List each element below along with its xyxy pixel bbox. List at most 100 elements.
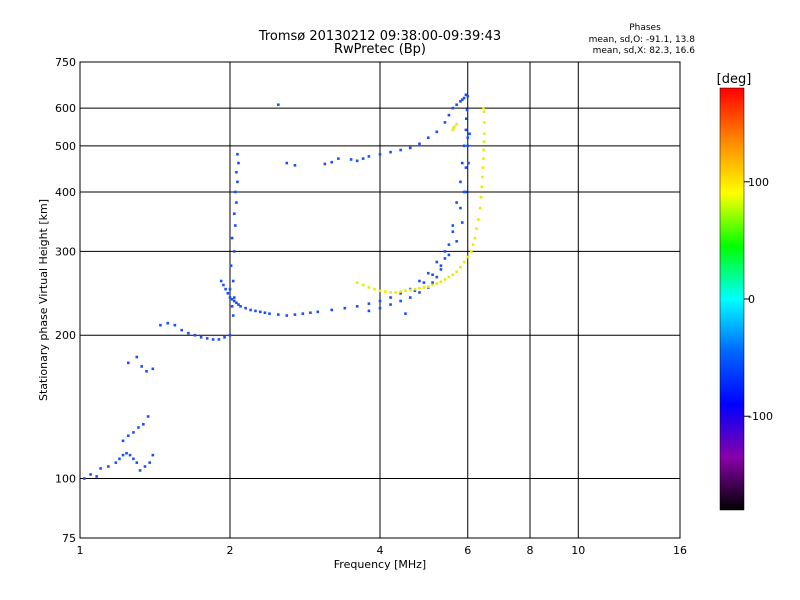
data-point-o xyxy=(464,93,468,97)
data-point-o xyxy=(418,279,421,283)
data-point-o xyxy=(230,236,234,240)
data-point-x xyxy=(367,286,371,289)
data-point-x xyxy=(482,148,486,152)
data-point-o xyxy=(367,155,371,158)
data-point-o xyxy=(231,314,235,317)
y-tick-label: 300 xyxy=(55,245,76,258)
y-tick-label: 600 xyxy=(55,102,76,115)
data-point-o xyxy=(114,461,118,464)
data-point-x xyxy=(453,125,456,129)
data-point-x xyxy=(389,291,392,294)
data-point-o xyxy=(330,308,334,312)
data-point-x xyxy=(479,195,483,199)
data-point-o xyxy=(464,166,468,169)
data-point-o xyxy=(323,162,327,166)
data-point-o xyxy=(399,299,402,303)
data-point-o xyxy=(187,331,190,335)
data-point-o xyxy=(316,310,320,314)
data-point-o xyxy=(268,312,271,315)
y-axis: 75 100 200 300 400 500 600 750 xyxy=(55,56,76,545)
stats-header: Phases xyxy=(629,23,661,33)
x-tick-label: 6 xyxy=(464,544,471,557)
data-point-o xyxy=(418,291,421,294)
data-point-o xyxy=(455,201,458,204)
data-point-o xyxy=(232,250,236,253)
data-point-x xyxy=(470,250,473,253)
data-point-o xyxy=(151,367,155,371)
x-axis-label: Frequency [MHz] xyxy=(334,558,426,571)
data-point-o xyxy=(228,287,232,291)
data-point-o xyxy=(285,161,289,165)
data-point-x xyxy=(373,287,376,291)
data-point-o xyxy=(132,457,135,461)
data-point-o xyxy=(426,271,430,275)
x-tick-label: 16 xyxy=(673,544,687,557)
x-tick-label: 8 xyxy=(527,544,534,557)
data-point-x xyxy=(378,289,382,293)
data-point-o xyxy=(137,426,140,429)
data-point-o xyxy=(126,361,130,365)
data-point-o xyxy=(367,309,371,313)
data-point-o xyxy=(224,287,227,291)
data-point-o xyxy=(447,113,451,117)
data-point-x xyxy=(481,166,485,169)
data-point-x xyxy=(471,243,475,246)
data-point-o xyxy=(378,306,382,310)
data-point-x xyxy=(439,280,443,284)
data-point-x xyxy=(455,122,458,126)
grid-lines xyxy=(80,62,680,538)
data-point-o xyxy=(343,306,347,310)
data-point-o xyxy=(249,308,252,312)
data-point-o xyxy=(235,170,238,174)
data-point-o xyxy=(126,434,130,438)
data-point-x xyxy=(443,278,447,281)
colorbar xyxy=(720,88,744,510)
data-point-o xyxy=(349,158,353,161)
data-point-o xyxy=(263,311,267,315)
data-point-o xyxy=(447,243,451,246)
data-point-o xyxy=(464,190,468,194)
data-point-o xyxy=(89,473,92,476)
data-point-x xyxy=(482,157,485,160)
data-point-o xyxy=(404,312,407,315)
data-point-o xyxy=(459,100,462,103)
data-point-o xyxy=(443,121,447,124)
data-point-o xyxy=(143,465,147,468)
data-point-x xyxy=(361,283,365,287)
data-point-o xyxy=(443,250,447,253)
data-point-o xyxy=(236,180,239,184)
data-point-x xyxy=(447,275,451,279)
data-point-o xyxy=(232,212,236,216)
data-point-o xyxy=(228,296,232,299)
data-point-o xyxy=(99,467,102,470)
data-point-x xyxy=(475,227,478,230)
data-point-o xyxy=(468,132,471,136)
data-point-o xyxy=(309,311,312,315)
data-point-o xyxy=(459,180,462,184)
data-point-x xyxy=(466,255,470,259)
data-point-o xyxy=(459,206,462,210)
data-point-o xyxy=(378,299,382,303)
data-point-o xyxy=(367,302,371,305)
data-point-x xyxy=(451,273,455,277)
stats-o-phase: mean, sd,O: -91.1, 13.8 xyxy=(589,35,696,45)
data-point-o xyxy=(455,240,458,243)
data-point-x xyxy=(413,287,417,291)
data-point-o xyxy=(408,146,412,150)
data-point-o xyxy=(121,439,125,443)
data-point-o xyxy=(431,281,434,284)
data-point-o xyxy=(443,257,447,260)
data-point-x xyxy=(408,288,412,292)
data-point-o xyxy=(466,95,470,98)
y-tick-label: 100 xyxy=(55,473,76,486)
data-point-o xyxy=(285,314,289,317)
data-point-x xyxy=(394,291,397,294)
data-point-o xyxy=(330,160,334,164)
data-points xyxy=(82,93,486,480)
data-point-o xyxy=(408,296,412,299)
data-point-o xyxy=(148,461,152,464)
data-point-o xyxy=(236,152,239,156)
x-tick-label: 4 xyxy=(377,544,384,557)
data-point-o xyxy=(435,260,439,264)
data-point-o xyxy=(462,190,466,194)
